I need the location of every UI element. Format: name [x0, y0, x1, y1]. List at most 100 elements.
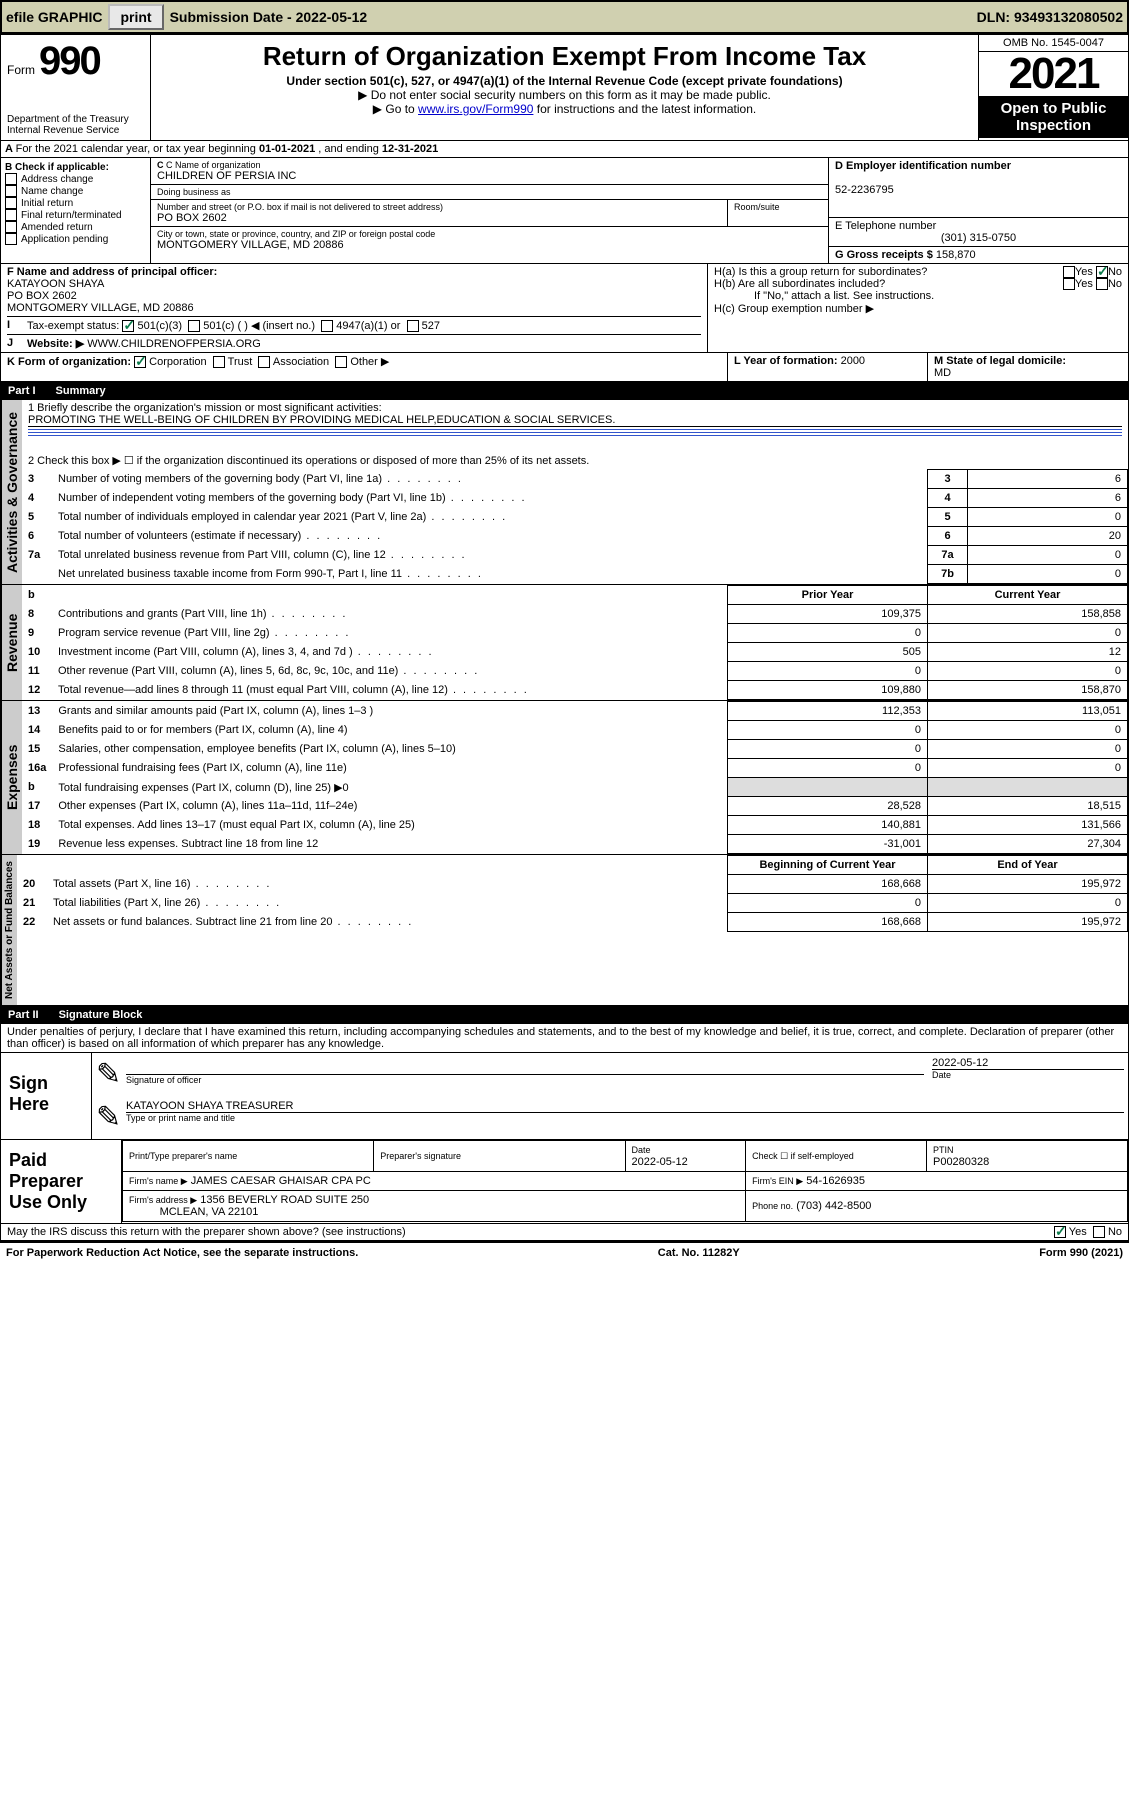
hb-yes[interactable] [1063, 278, 1075, 290]
line2-text: 2 Check this box ▶ ☐ if the organization… [28, 454, 1122, 467]
note-ssn: ▶ Do not enter social security numbers o… [159, 88, 970, 102]
dba-label: Doing business as [157, 187, 231, 197]
line-a: A For the 2021 calendar year, or tax yea… [0, 141, 1129, 158]
part1-header: Part I Summary [0, 382, 1129, 400]
checkbox-name-change[interactable] [5, 185, 17, 197]
part2-title: Signature Block [59, 1009, 143, 1021]
discuss-no[interactable] [1093, 1226, 1105, 1238]
firm-addr2: MCLEAN, VA 22101 [160, 1206, 259, 1218]
paid-preparer-label: Paid Preparer Use Only [1, 1140, 121, 1223]
prep-date-label: Date [632, 1145, 651, 1155]
firm-addr1: 1356 BEVERLY ROAD SUITE 250 [200, 1194, 369, 1206]
mission-text: PROMOTING THE WELL-BEING OF CHILDREN BY … [28, 414, 1122, 427]
part1-title: Summary [56, 385, 106, 397]
part1-no: Part I [8, 385, 36, 397]
city-label: City or town, state or province, country… [157, 229, 822, 239]
firm-ein-label: Firm's EIN ▶ [752, 1176, 803, 1186]
tax-year: 2021 [979, 52, 1128, 96]
dln: DLN: 93493132080502 [977, 9, 1123, 25]
phone-value: (301) 315-0750 [835, 232, 1122, 244]
officer-print-name: KATAYOON SHAYA TREASURER [126, 1100, 1124, 1113]
hc-label: H(c) Group exemption number ▶ [714, 302, 1122, 315]
checkbox-final-return/terminated[interactable] [5, 209, 17, 221]
sig-officer-label: Signature of officer [126, 1075, 924, 1085]
firm-name-label: Firm's name ▶ [129, 1176, 188, 1186]
ha-no[interactable] [1096, 266, 1108, 278]
page-footer: For Paperwork Reduction Act Notice, see … [0, 1241, 1129, 1263]
cb-4947[interactable] [321, 320, 333, 332]
i-label: Tax-exempt status: [27, 320, 119, 332]
website-label: Website: ▶ [27, 338, 84, 350]
prep-date-val: 2022-05-12 [632, 1156, 688, 1168]
ein-label: D Employer identification number [835, 160, 1011, 172]
f-label: F Name and address of principal officer: [7, 266, 217, 278]
side-revenue: Revenue [1, 585, 22, 700]
k-other[interactable] [335, 356, 347, 368]
sign-here-label: Sign Here [1, 1053, 91, 1139]
ha-yes[interactable] [1063, 266, 1075, 278]
officer-type-label: Type or print name and title [126, 1113, 1124, 1123]
discuss-yes[interactable] [1054, 1226, 1066, 1238]
klm-block: K Form of organization: Corporation Trus… [0, 353, 1129, 382]
print-button[interactable]: print [108, 4, 163, 30]
firm-addr-label: Firm's address ▶ [129, 1195, 197, 1205]
side-activities: Activities & Governance [1, 400, 22, 584]
room-label: Room/suite [734, 202, 822, 212]
form-header: Form990 Department of the Treasury Inter… [0, 34, 1129, 141]
submission-label: Submission Date - 2022-05-12 [170, 9, 368, 25]
sig-date-value: 2022-05-12 [932, 1057, 1124, 1069]
firm-ein: 54-1626935 [806, 1175, 865, 1187]
side-expenses: Expenses [1, 701, 22, 854]
org-address: PO BOX 2602 [157, 212, 721, 224]
checkbox-address-change[interactable] [5, 173, 17, 185]
open-public: Open to PublicInspection [979, 96, 1128, 138]
c-name-label: C Name of organization [166, 160, 261, 170]
ptin-label: PTIN [933, 1145, 954, 1155]
irs-label: Internal Revenue Service [7, 125, 144, 136]
top-toolbar: efile GRAPHIC print Submission Date - 20… [0, 0, 1129, 34]
cb-501c3[interactable] [122, 320, 134, 332]
self-employed-label: Check ☐ if self-employed [752, 1151, 854, 1161]
ptin-value: P00280328 [933, 1156, 989, 1168]
footer-right: Form 990 (2021) [1039, 1247, 1123, 1259]
form-title: Return of Organization Exempt From Incom… [159, 41, 970, 72]
ein-value: 52-2236795 [835, 184, 894, 196]
org-city: MONTGOMERY VILLAGE, MD 20886 [157, 239, 822, 251]
org-name: CHILDREN OF PERSIA INC [157, 170, 822, 182]
k-corp[interactable] [134, 356, 146, 368]
identity-block: B Check if applicable: Address change Na… [0, 158, 1129, 264]
firm-phone-label: Phone no. [752, 1201, 793, 1211]
firm-name: JAMES CAESAR GHAISAR CPA PC [191, 1175, 371, 1187]
hb-note: If "No," attach a list. See instructions… [714, 290, 1122, 302]
firm-phone: (703) 442-8500 [796, 1200, 871, 1212]
expenses-table: 13Grants and similar amounts paid (Part … [22, 701, 1128, 854]
checkbox-application-pending[interactable] [5, 233, 17, 245]
officer-h-block: F Name and address of principal officer:… [0, 264, 1129, 353]
cb-527[interactable] [407, 320, 419, 332]
hb-no[interactable] [1096, 278, 1108, 290]
footer-left: For Paperwork Reduction Act Notice, see … [6, 1247, 358, 1259]
footer-mid: Cat. No. 11282Y [658, 1247, 740, 1259]
netassets-table: Beginning of Current YearEnd of Year20To… [17, 855, 1128, 932]
k-assoc[interactable] [258, 356, 270, 368]
checkbox-amended-return[interactable] [5, 221, 17, 233]
k-trust[interactable] [213, 356, 225, 368]
prep-sig-label: Preparer's signature [380, 1151, 461, 1161]
discuss-text: May the IRS discuss this return with the… [7, 1226, 1054, 1238]
phone-label: E Telephone number [835, 220, 1122, 232]
gross-label: G Gross receipts $ [835, 249, 933, 261]
dept-label: Department of the Treasury [7, 114, 144, 125]
irs-link[interactable]: www.irs.gov/Form990 [418, 102, 533, 116]
checkbox-initial-return[interactable] [5, 197, 17, 209]
side-netassets: Net Assets or Fund Balances [1, 855, 17, 1005]
form-number: 990 [39, 39, 100, 84]
officer-addr1: PO BOX 2602 [7, 290, 701, 302]
officer-name: KATAYOON SHAYA [7, 278, 701, 290]
cb-501c[interactable] [188, 320, 200, 332]
discuss-row: May the IRS discuss this return with the… [0, 1224, 1129, 1241]
hb-label: H(b) Are all subordinates included? [714, 278, 1063, 290]
addr-label: Number and street (or P.O. box if mail i… [157, 202, 721, 212]
sig-date-label: Date [932, 1069, 1124, 1080]
ha-label: H(a) Is this a group return for subordin… [714, 266, 1063, 278]
m-value: MD [934, 367, 951, 379]
